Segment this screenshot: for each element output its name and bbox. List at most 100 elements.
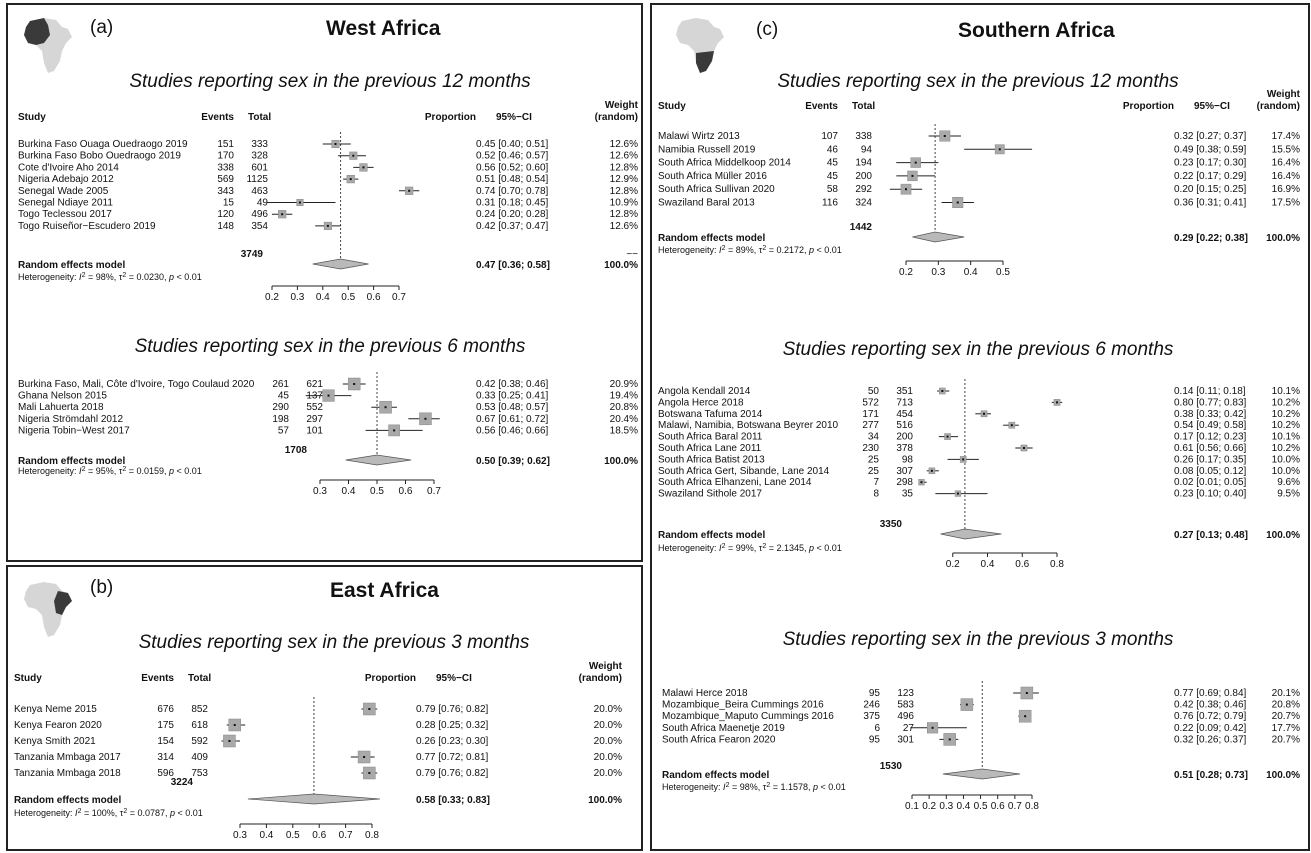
study-ci-text: 0.74 [0.70; 0.78] bbox=[476, 186, 549, 197]
x-tick-label: 0.6 bbox=[991, 801, 1005, 812]
panel-southern-africa: (c) Southern Africa Studies reporting se… bbox=[650, 3, 1310, 851]
study-events: 338 bbox=[217, 162, 234, 173]
x-tick-label: 0.1 bbox=[905, 801, 919, 812]
study-name: South Africa Elhanzeni, Lane 2014 bbox=[658, 477, 812, 488]
study-ci-text: 0.32 [0.26; 0.37] bbox=[1174, 734, 1247, 745]
study-weight: 10.9% bbox=[610, 198, 638, 209]
study-total: 328 bbox=[251, 151, 268, 162]
pooled-weight: 100.0% bbox=[1266, 233, 1300, 244]
study-ci-text: 0.08 [0.05; 0.12] bbox=[1174, 466, 1247, 477]
header-total: Total bbox=[852, 101, 875, 112]
heterogeneity-text: Heterogeneity: I2 = 100%, τ2 = 0.0787, p… bbox=[14, 808, 203, 819]
study-name: Nigeria Tobin−West 2017 bbox=[18, 425, 130, 436]
study-events: 198 bbox=[272, 414, 289, 425]
study-total: 123 bbox=[897, 688, 914, 699]
heterogeneity-text: Heterogeneity: I2 = 95%, τ2 = 0.0159, p … bbox=[18, 466, 202, 477]
study-name: Togo Ruiseñor−Escudero 2019 bbox=[18, 221, 156, 232]
study-ci-text: 0.42 [0.38; 0.46] bbox=[476, 379, 549, 390]
study-point bbox=[962, 458, 965, 461]
study-ci-text: 0.45 [0.40; 0.51] bbox=[476, 139, 549, 150]
study-weight: 10.1% bbox=[1272, 386, 1300, 397]
study-name: Namibia Russell 2019 bbox=[658, 144, 756, 155]
study-ci-text: 0.26 [0.23; 0.30] bbox=[416, 736, 489, 747]
study-name: Malawi, Namibia, Botswana Beyrer 2010 bbox=[658, 420, 839, 431]
study-weight: 16.4% bbox=[1272, 171, 1300, 182]
x-tick-label: 0.3 bbox=[939, 801, 953, 812]
study-weight: 10.2% bbox=[1272, 397, 1300, 408]
study-total: 27 bbox=[903, 723, 915, 734]
study-events: 148 bbox=[217, 221, 234, 232]
study-weight: 10.2% bbox=[1272, 443, 1300, 454]
study-ci-text: 0.38 [0.33; 0.42] bbox=[1174, 409, 1247, 420]
study-events: 676 bbox=[157, 704, 174, 715]
study-total: 583 bbox=[897, 700, 914, 711]
study-point bbox=[911, 174, 914, 177]
study-ci-text: 0.77 [0.72; 0.81] bbox=[416, 752, 489, 763]
study-total: 200 bbox=[896, 432, 913, 443]
study-name: Cote d'Ivoire Aho 2014 bbox=[18, 162, 119, 173]
study-total: 618 bbox=[191, 720, 208, 731]
study-point bbox=[941, 390, 944, 392]
header-proportion: Proportion bbox=[425, 112, 476, 123]
study-events: 120 bbox=[217, 209, 234, 220]
study-weight: 9.5% bbox=[1277, 489, 1300, 500]
x-tick-label: 0.5 bbox=[974, 801, 988, 812]
pooled-label: Random effects model bbox=[18, 260, 125, 271]
x-tick-label: 0.6 bbox=[367, 292, 381, 303]
pooled-ci-text: 0.47 [0.36; 0.58] bbox=[476, 260, 550, 271]
study-ci-text: 0.56 [0.46; 0.66] bbox=[476, 425, 549, 436]
study-events: 50 bbox=[868, 386, 880, 397]
study-total: 454 bbox=[896, 409, 913, 420]
study-total: 307 bbox=[896, 466, 913, 477]
header-study: Study bbox=[14, 673, 42, 684]
study-ci-text: 0.54 [0.49; 0.58] bbox=[1174, 420, 1247, 431]
study-ci-text: 0.79 [0.76; 0.82] bbox=[416, 768, 489, 779]
pooled-diamond bbox=[247, 793, 380, 805]
forest-plots-east-africa: Studies reporting sex in the previous 3 … bbox=[14, 632, 623, 841]
study-point bbox=[349, 178, 352, 181]
study-name: Botswana Tafuma 2014 bbox=[658, 409, 763, 420]
header-weight-random: (random) bbox=[579, 673, 622, 684]
study-name: Burkina Faso, Mali, Côte d'Ivoire, Togo … bbox=[18, 379, 255, 390]
section-title: Studies reporting sex in the previous 6 … bbox=[783, 339, 1174, 360]
study-ci-text: 0.24 [0.20; 0.28] bbox=[476, 209, 549, 220]
pooled-label: Random effects model bbox=[658, 233, 765, 244]
panel-east-africa: (b) East Africa Studies reporting sex in… bbox=[6, 565, 643, 851]
study-name: Nigeria Strömdahl 2012 bbox=[18, 414, 123, 425]
header-ci: 95%−CI bbox=[1194, 101, 1230, 112]
study-events: 290 bbox=[272, 402, 289, 413]
study-events: 596 bbox=[157, 768, 174, 779]
header-weight-random: (random) bbox=[595, 112, 638, 123]
study-total: 753 bbox=[191, 768, 208, 779]
study-name: Swaziland Sithole 2017 bbox=[658, 489, 762, 500]
study-point bbox=[948, 738, 951, 741]
study-point bbox=[1024, 715, 1027, 718]
study-ci-text: 0.56 [0.52; 0.60] bbox=[476, 162, 549, 173]
heterogeneity-text: Heterogeneity: I2 = 99%, τ2 = 2.1345, p … bbox=[658, 543, 842, 554]
study-point bbox=[228, 740, 231, 742]
pooled-ci-text: 0.50 [0.39; 0.62] bbox=[476, 456, 550, 467]
section-title: Studies reporting sex in the previous 6 … bbox=[135, 336, 526, 357]
study-events: 314 bbox=[157, 752, 174, 763]
study-ci-text: 0.02 [0.01; 0.05] bbox=[1174, 477, 1247, 488]
x-tick-label: 0.4 bbox=[342, 486, 356, 497]
study-weight: 16.9% bbox=[1272, 184, 1300, 195]
study-total: 333 bbox=[251, 139, 268, 150]
study-total: 94 bbox=[861, 144, 873, 155]
pooled-diamond bbox=[312, 258, 369, 270]
study-name: South Africa Müller 2016 bbox=[658, 171, 767, 182]
study-name: Swaziland Baral 2013 bbox=[658, 198, 755, 209]
study-name: Angola Kendall 2014 bbox=[658, 386, 751, 397]
study-total: 463 bbox=[251, 186, 268, 197]
header-ci: 95%−CI bbox=[496, 112, 532, 123]
x-tick-label: 0.8 bbox=[1025, 801, 1039, 812]
study-events: 6 bbox=[874, 723, 880, 734]
study-events: 34 bbox=[868, 432, 880, 443]
study-point bbox=[930, 469, 933, 472]
study-events: 375 bbox=[863, 711, 880, 722]
study-name: Angola Herce 2018 bbox=[658, 397, 744, 408]
study-point bbox=[281, 213, 284, 216]
x-tick-label: 0.3 bbox=[290, 292, 304, 303]
study-weight: 12.9% bbox=[610, 174, 638, 185]
header-study: Study bbox=[658, 101, 686, 112]
